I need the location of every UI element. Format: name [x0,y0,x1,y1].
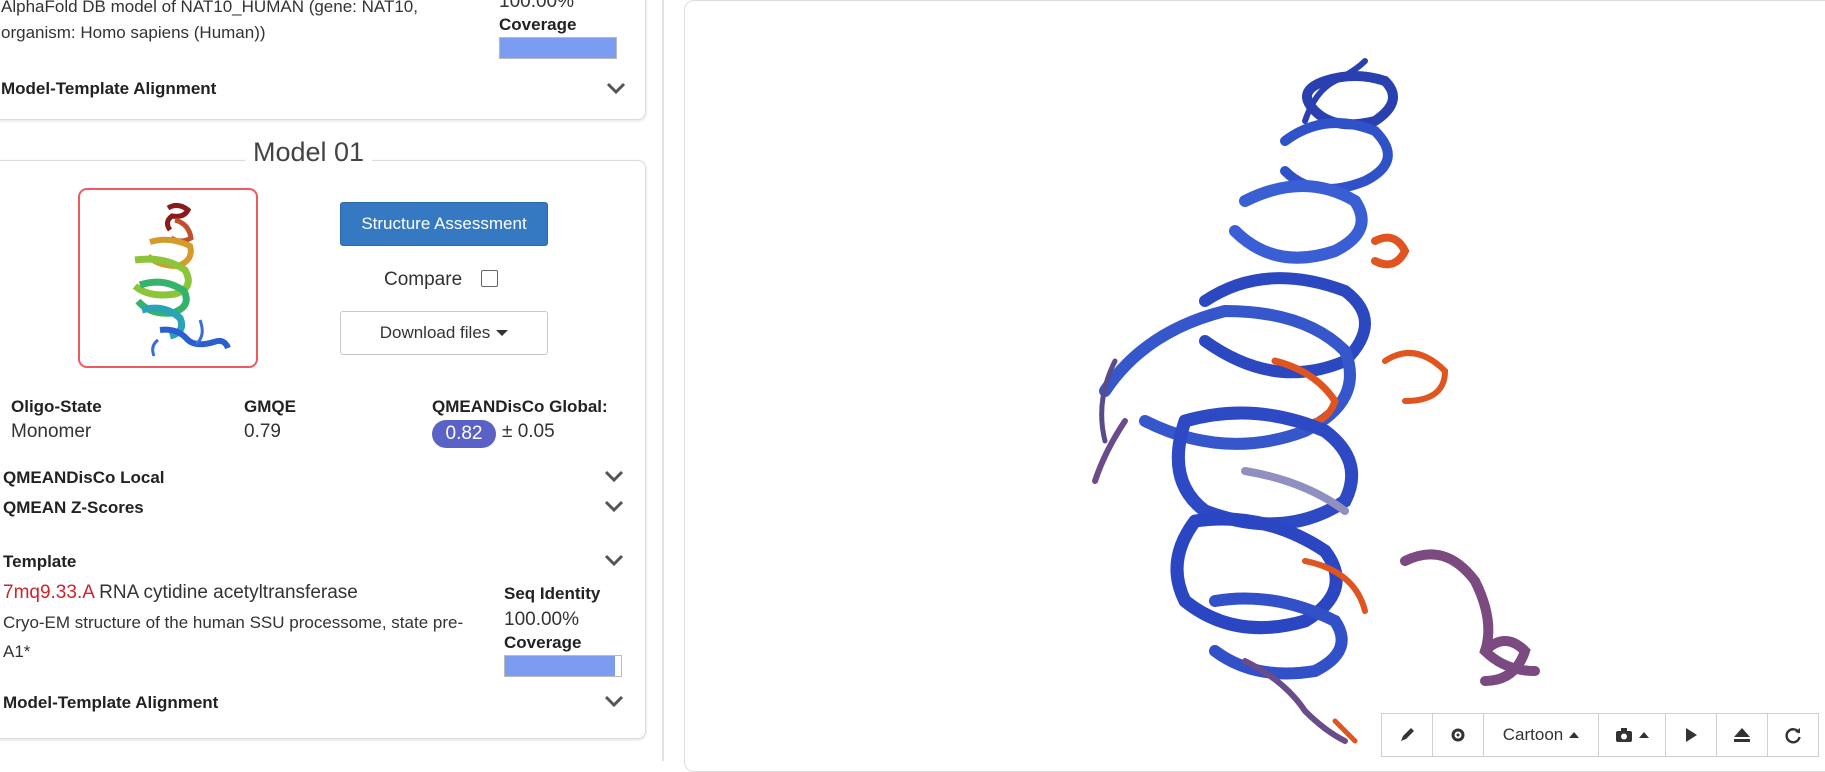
template-id-link[interactable]: 7mq9.33.A [3,582,94,603]
seq-identity-value: 100.00% [499,0,575,12]
representation-dropdown[interactable]: Cartoon [1483,713,1599,757]
template-description-line2: organism: Homo sapiens (Human)) [1,23,266,42]
camera-icon [1616,728,1632,742]
eject-button[interactable] [1716,713,1768,757]
viewer-toolbar: Cartoon [1381,713,1819,757]
caret-up-icon [1569,732,1580,738]
protein-structure-3d[interactable] [685,1,1825,761]
gmqe-label: GMQE [244,397,296,416]
representation-label: Cartoon [1502,725,1564,744]
coverage-label: Coverage [499,15,577,34]
qmeandisco-global-error: ± 0.05 [502,421,555,442]
download-files-button[interactable]: Download files [340,311,548,355]
template-name: RNA cytidine acetyltransferase [99,582,358,603]
structure-assessment-button[interactable]: Structure Assessment [340,202,548,246]
template-description-line2: A1* [3,642,31,661]
seq-identity-value: 100.00% [504,609,580,630]
screenshot-button[interactable] [1598,713,1666,757]
column-divider[interactable] [662,0,664,761]
coverage-bar [499,37,617,59]
qmeandisco-local-toggle[interactable]: QMEANDisCo Local [3,468,165,487]
gmqe-value: 0.79 [244,421,281,442]
play-icon [1686,728,1697,742]
coverage-label: Coverage [504,633,582,652]
oligo-state-label: Oligo-State [11,397,102,416]
chevron-down-icon[interactable] [603,553,625,567]
caret-up-icon [1639,732,1649,738]
reset-view-button[interactable] [1767,713,1819,757]
coverage-bar [504,655,622,677]
model-template-alignment-toggle[interactable]: Model-Template Alignment [1,79,217,98]
qmean-zscores-toggle[interactable]: QMEAN Z-Scores [3,498,144,517]
download-files-label: Download files [379,323,491,342]
qmeandisco-global-badge: 0.82 [432,420,496,448]
qmeandisco-global-label: QMEANDisCo Global: [432,397,608,416]
play-button[interactable] [1665,713,1717,757]
results-column: AlphaFold DB model of NAT10_HUMAN (gene:… [0,0,660,761]
eject-icon [1734,728,1750,742]
pencil-icon [1401,728,1414,741]
template-description-line1: AlphaFold DB model of NAT10_HUMAN (gene:… [1,0,418,16]
protein-thumbnail-image [132,202,231,357]
caret-down-icon [496,330,509,336]
edit-button[interactable] [1381,713,1433,757]
chevron-down-icon[interactable] [603,694,625,708]
refresh-icon [1785,728,1801,744]
chevron-down-icon[interactable] [605,81,627,95]
template-title: 7mq9.33.A RNA cytidine acetyltransferase [3,582,358,604]
structure-viewer[interactable] [684,0,1825,772]
oligo-state-value: Monomer [11,421,92,442]
gear-icon [1451,728,1465,742]
compare-label: Compare [384,269,463,290]
model-title: Model 01 [245,137,373,168]
seq-identity-label: Seq Identity [504,584,601,603]
model-01-panel: Model 01 Structure Assessment Compare Do… [0,137,646,739]
model-thumbnail[interactable] [78,188,258,368]
chevron-down-icon[interactable] [603,499,625,513]
coverage-fill [505,656,616,676]
template-toggle[interactable]: Template [3,552,77,571]
previous-model-panel: AlphaFold DB model of NAT10_HUMAN (gene:… [0,0,646,120]
coverage-fill [500,38,616,58]
chevron-down-icon[interactable] [603,469,625,483]
template-description-line1: Cryo-EM structure of the human SSU proce… [3,613,464,632]
settings-button[interactable] [1432,713,1484,757]
compare-checkbox[interactable] [481,270,498,287]
model-template-alignment-toggle[interactable]: Model-Template Alignment [3,693,219,712]
